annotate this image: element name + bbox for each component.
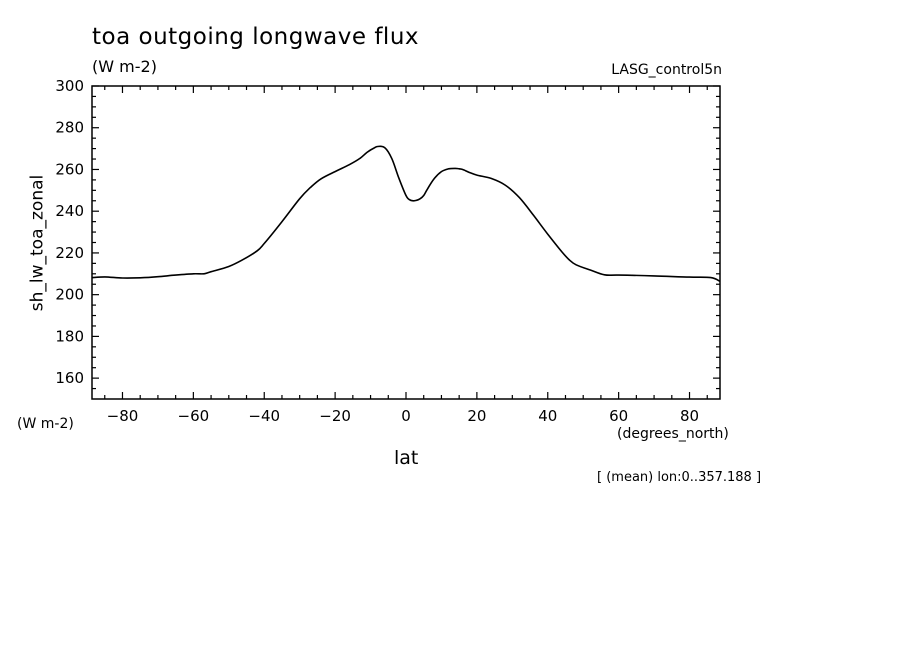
x-axis-units: (degrees_north): [617, 426, 729, 442]
y-tick-label: 260: [55, 160, 84, 178]
y-tick-label: 220: [55, 244, 84, 262]
mean-note: [ (mean) lon:0..357.188 ]: [597, 470, 762, 485]
x-tick-label: 20: [467, 407, 486, 425]
x-tick-label: −40: [248, 407, 280, 425]
y-tick-label: 300: [55, 77, 84, 95]
y-tick-label: 180: [55, 327, 84, 345]
x-tick-label: 40: [538, 407, 557, 425]
x-axis-label: lat: [394, 447, 419, 469]
units-label-top: (W m-2): [92, 57, 157, 76]
y-tick-label: 240: [55, 202, 84, 220]
y-tick-label: 160: [55, 369, 84, 387]
series-line-sh-lw-toa-zonal: [91, 145, 721, 283]
x-tick-label: −60: [178, 407, 210, 425]
axis-tick-labels: −80 −60 −40 −20 0 20 40 60 80 160 180 200 220 240 260 2…: [55, 77, 699, 425]
x-tick-label: −80: [107, 407, 139, 425]
x-tick-label: 60: [609, 407, 628, 425]
run-label: LASG_control5n: [611, 62, 722, 78]
x-tick-label: −20: [319, 407, 351, 425]
axis-ticks: [92, 85, 720, 399]
y-axis-label: sh_lw_toa_zonal: [27, 174, 48, 312]
plot-frame: [91, 85, 721, 400]
y-tick-label: 280: [55, 119, 84, 137]
y-tick-label: 200: [55, 286, 84, 304]
chart-title: toa outgoing longwave flux: [92, 24, 420, 50]
x-tick-label: 0: [401, 407, 411, 425]
x-tick-label: 80: [680, 407, 699, 425]
y-axis-units: (W m-2): [17, 416, 74, 432]
